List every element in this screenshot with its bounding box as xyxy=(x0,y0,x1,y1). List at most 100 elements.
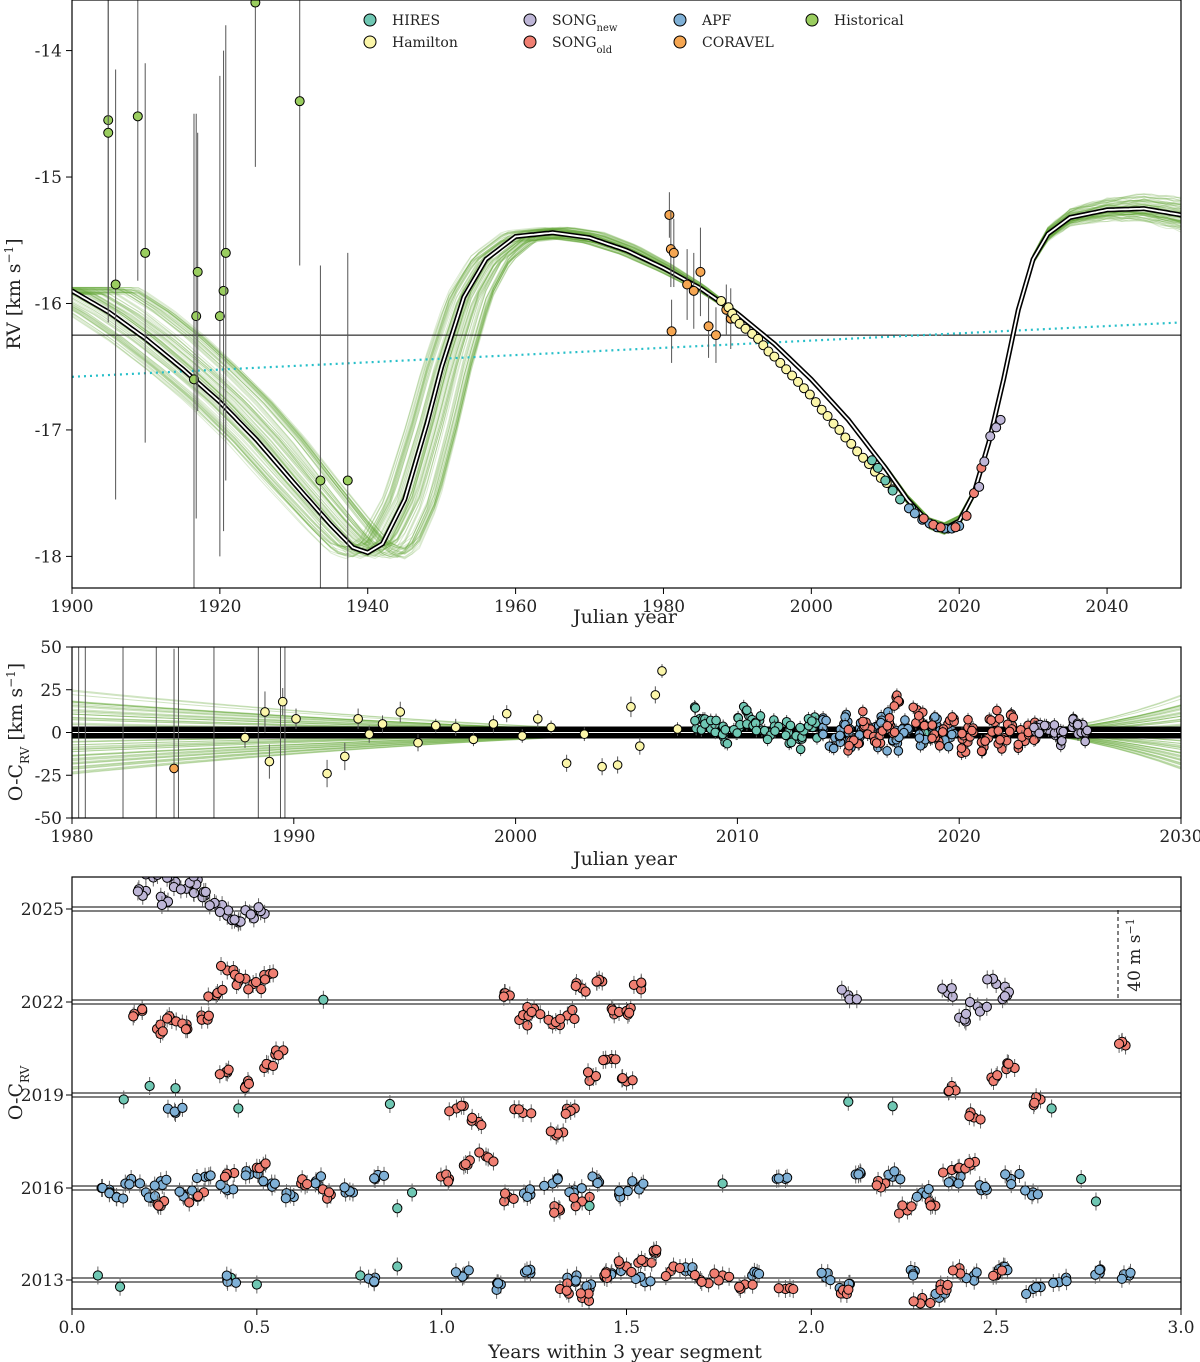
x-tick-label: 0.5 xyxy=(243,1318,270,1338)
data-point xyxy=(570,1275,581,1286)
data-point xyxy=(539,1180,550,1191)
legend-marker-Historical xyxy=(805,13,819,27)
data-point xyxy=(243,1078,255,1089)
data-point xyxy=(657,666,667,676)
data-point xyxy=(717,1178,728,1189)
residuals-xlabel: Julian year xyxy=(571,848,678,870)
data-point xyxy=(804,389,815,400)
data-point xyxy=(960,1008,972,1019)
data-point xyxy=(844,740,854,751)
trend-line xyxy=(72,321,1181,378)
data-point xyxy=(110,279,121,290)
data-point xyxy=(974,1006,986,1017)
seg-series-SONG_old-2019 xyxy=(214,1032,1131,1145)
data-point xyxy=(188,374,199,385)
data-point xyxy=(816,1267,827,1278)
data-point xyxy=(192,266,203,277)
data-point xyxy=(672,724,683,734)
data-point xyxy=(961,510,972,521)
segments-ylabel: O-CRV xyxy=(5,1065,32,1120)
data-point xyxy=(843,1096,854,1107)
data-point xyxy=(968,488,979,499)
data-point xyxy=(339,1182,350,1193)
legend-marker-APF xyxy=(673,13,687,27)
data-point xyxy=(851,994,862,1005)
data-point xyxy=(858,706,868,717)
data-point xyxy=(907,1270,919,1281)
data-point xyxy=(918,513,929,524)
data-point xyxy=(992,1070,1003,1081)
data-point xyxy=(1008,712,1019,723)
y-tick-label: 25 xyxy=(40,681,62,701)
y-tick-label: -17 xyxy=(35,421,62,441)
data-point xyxy=(982,974,993,985)
posterior-curve xyxy=(72,207,1181,548)
data-point xyxy=(191,311,202,322)
data-point xyxy=(364,729,375,740)
data-point xyxy=(946,983,957,994)
data-point xyxy=(986,715,996,726)
data-point xyxy=(223,1064,234,1075)
rv-axis-ticks: 1900 1920 1940 1960 1980 2000 2020 2040 -18 -17 -1… xyxy=(35,42,1129,617)
data-point xyxy=(568,1192,579,1203)
data-point xyxy=(689,1269,700,1281)
data-point xyxy=(217,984,228,995)
data-point xyxy=(134,1178,146,1189)
data-point xyxy=(980,736,990,746)
data-point xyxy=(971,1267,982,1278)
data-point xyxy=(740,323,751,334)
data-point xyxy=(526,1108,537,1119)
data-point xyxy=(318,994,329,1005)
x-tick-label: 2000 xyxy=(494,827,537,847)
data-point xyxy=(1031,1282,1042,1293)
data-point xyxy=(682,279,693,290)
data-point xyxy=(1058,726,1068,737)
data-point xyxy=(688,285,699,296)
data-point xyxy=(369,1276,380,1287)
data-point xyxy=(392,1261,403,1272)
data-point xyxy=(627,1176,638,1187)
data-point xyxy=(456,1100,467,1111)
data-point xyxy=(204,900,215,911)
data-point xyxy=(161,877,173,883)
data-point xyxy=(795,722,805,733)
data-point xyxy=(592,1177,603,1189)
data-point xyxy=(887,485,898,496)
data-point xyxy=(152,877,163,881)
seg-series-SONG_old-2013 xyxy=(554,1240,1008,1309)
data-point xyxy=(925,1200,936,1211)
data-point xyxy=(927,733,937,744)
data-point xyxy=(999,991,1010,1002)
data-point xyxy=(450,722,461,733)
data-point xyxy=(614,1186,625,1197)
data-point xyxy=(762,734,773,745)
data-point xyxy=(114,1281,126,1292)
data-point xyxy=(722,738,733,749)
res-series-CORAVEL xyxy=(169,648,179,818)
data-point xyxy=(953,1178,964,1189)
data-point xyxy=(785,720,796,731)
data-point xyxy=(188,887,200,899)
seg-series-SONG_old-2022 xyxy=(128,957,647,1043)
y-tick-label: 0 xyxy=(51,724,62,744)
legend-label-SONG_new: SONGnew xyxy=(552,13,618,34)
data-point xyxy=(660,1271,671,1282)
data-point xyxy=(587,1171,598,1182)
rv-plot-area xyxy=(72,0,1181,588)
data-point xyxy=(280,1193,291,1204)
data-point xyxy=(340,751,350,762)
data-point xyxy=(223,905,234,916)
data-point xyxy=(132,886,143,897)
data-point xyxy=(1076,1173,1087,1185)
data-point xyxy=(191,1172,203,1184)
rv-panel: 1900 1920 1940 1960 1980 2000 2020 2040 -18 -17 -1… xyxy=(2,0,1182,628)
x-tick-label: 2020 xyxy=(938,827,981,847)
x-tick-label: 2040 xyxy=(1085,597,1128,617)
data-point xyxy=(508,1193,519,1204)
data-point xyxy=(1072,719,1083,730)
series-SONG_new xyxy=(974,414,1006,492)
data-point xyxy=(782,1172,793,1183)
data-point xyxy=(742,705,752,716)
x-tick-label: 1.0 xyxy=(428,1318,455,1338)
data-point xyxy=(858,716,868,727)
